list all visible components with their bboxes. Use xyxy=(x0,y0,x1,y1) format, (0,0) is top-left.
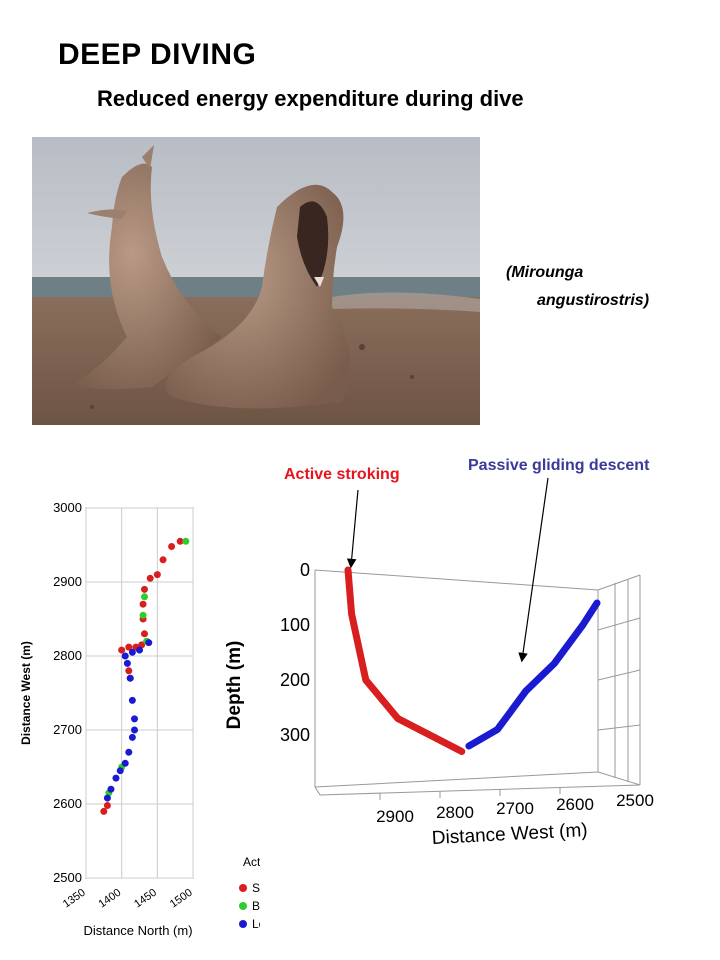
track-point xyxy=(182,537,190,545)
legend-label: Brief glides xyxy=(252,899,260,913)
track-point xyxy=(140,593,148,601)
track-point xyxy=(145,639,153,647)
page-subtitle: Reduced energy expenditure during dive xyxy=(97,86,524,111)
species-name-line1: (Mirounga xyxy=(506,264,584,281)
track-point xyxy=(136,646,143,654)
track-point xyxy=(103,794,111,802)
distance-tick-label: 2600 xyxy=(556,795,594,814)
y-tick-label: 2900 xyxy=(53,574,82,589)
x-tick-labels: 1350 1400 1450 1500 xyxy=(61,887,195,911)
track-point xyxy=(146,574,154,582)
distance-tick-label: 2700 xyxy=(496,799,534,818)
track-point xyxy=(125,667,133,675)
depth-tick-label: 200 xyxy=(280,670,310,690)
elephant-seal-photo xyxy=(32,137,480,425)
legend-marker xyxy=(239,920,247,928)
distance-tick-labels: 2900 2800 2700 2600 2500 xyxy=(376,791,654,826)
track-map-chart: 2500 2600 2700 2800 2900 3000 1350 1400 1450 150… xyxy=(19,500,260,938)
x-tick-label: 1450 xyxy=(132,887,159,911)
y-tick-label: 2800 xyxy=(53,648,82,663)
y-tick-label: 2700 xyxy=(53,722,82,737)
plot-area xyxy=(85,507,194,879)
legend-marker xyxy=(239,884,247,892)
track-point xyxy=(140,585,148,593)
track-point xyxy=(131,726,139,734)
track-point xyxy=(103,801,111,809)
legend-label: Long glides xyxy=(252,917,260,931)
track-points xyxy=(100,537,190,815)
distance-tick-label: 2500 xyxy=(616,791,654,810)
x-tick-label: 1400 xyxy=(96,887,123,911)
track-point xyxy=(121,759,129,767)
y-tick-label: 3000 xyxy=(53,500,82,515)
track-point xyxy=(128,696,136,704)
legend-title: Activity xyxy=(243,855,260,869)
track-point xyxy=(112,774,120,782)
track-point xyxy=(121,652,129,660)
callout-active-stroking: Active stroking xyxy=(284,466,400,483)
track-point xyxy=(128,648,136,656)
x-tick-label: 1350 xyxy=(61,887,88,911)
dive-profile-line xyxy=(465,599,601,750)
track-point xyxy=(123,659,131,667)
track-point xyxy=(128,733,136,741)
track-point xyxy=(107,785,115,793)
track-point xyxy=(153,571,161,579)
track-point xyxy=(118,646,126,654)
x-axis-label: Distance North (m) xyxy=(83,923,192,938)
depth-tick-label: 300 xyxy=(280,725,310,745)
depth-tick-labels: 0 100 200 300 xyxy=(280,560,310,745)
depth-axis-label: Depth (m) xyxy=(224,641,245,730)
track-point xyxy=(176,537,184,545)
dive-profile-line xyxy=(344,566,466,755)
x-tick-label: 1500 xyxy=(168,887,195,911)
dive-depth-chart: 0 100 200 300 2900 2800 2700 2600 2500 Depth (m… xyxy=(224,560,654,849)
track-point xyxy=(139,611,147,619)
box-frame xyxy=(314,569,641,800)
callout-passive-gliding: Passive gliding descent xyxy=(468,457,650,474)
y-tick-labels: 2500 2600 2700 2800 2900 3000 xyxy=(53,500,82,885)
depth-tick-label: 100 xyxy=(280,615,310,635)
depth-tick-label: 0 xyxy=(300,560,310,580)
dive-profile xyxy=(344,566,601,755)
track-point xyxy=(139,600,147,608)
distance-tick-label: 2800 xyxy=(436,803,474,822)
track-point xyxy=(116,767,124,775)
page-title: DEEP DIVING xyxy=(58,38,257,71)
legend: Stroking Brief glides Long glides xyxy=(239,881,260,931)
track-point xyxy=(131,715,139,723)
track-point xyxy=(125,643,133,651)
y-tick-label: 2600 xyxy=(53,796,82,811)
legend-marker xyxy=(239,902,247,910)
grid xyxy=(85,507,194,879)
distance-axis-label: Distance West (m) xyxy=(431,820,588,849)
track-point xyxy=(168,542,176,550)
y-tick-label: 2500 xyxy=(53,870,82,885)
track-point xyxy=(125,748,133,756)
distance-tick-label: 2900 xyxy=(376,807,414,826)
y-axis-label: Distance West (m) xyxy=(19,641,33,745)
track-point xyxy=(159,556,167,564)
legend-label: Stroking xyxy=(252,881,260,895)
track-point xyxy=(100,807,108,815)
track-point xyxy=(140,630,148,638)
species-name-line2: angustirostris) xyxy=(537,292,650,309)
track-point xyxy=(126,674,134,682)
